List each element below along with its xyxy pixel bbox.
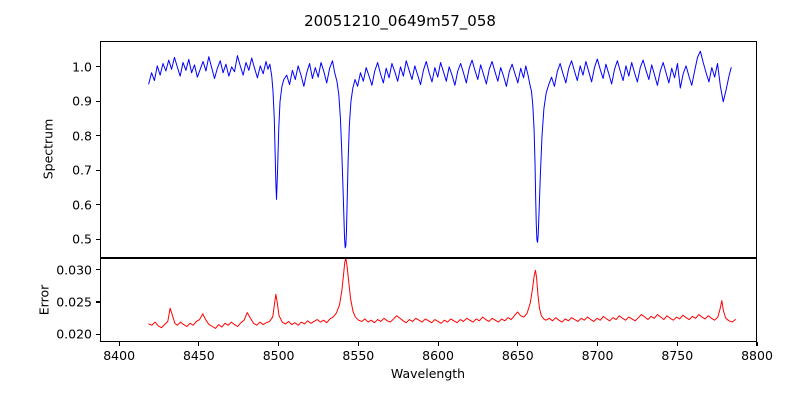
spectrum-y-tick-label: 0.5	[72, 231, 92, 247]
x-tick-mark	[596, 342, 599, 346]
spectrum-y-tick-label: 0.6	[72, 197, 92, 213]
x-tick-label: 8600	[422, 348, 454, 363]
error-panel	[100, 258, 757, 342]
x-tick-label: 8400	[103, 348, 136, 363]
x-tick-mark	[357, 342, 359, 346]
x-tick-mark	[437, 342, 439, 346]
error-y-tick-mark	[96, 269, 100, 271]
spectrum-y-tick-label: 0.7	[72, 162, 92, 178]
spectrum-plot-area	[148, 50, 732, 249]
spectrum-panel	[100, 41, 757, 258]
x-tick-label: 8750	[661, 348, 694, 363]
spectrum-y-tick-mark	[96, 238, 100, 240]
error-data-line	[148, 259, 736, 329]
error-y-tick-mark	[96, 301, 100, 303]
x-tick-label: 8700	[581, 348, 614, 363]
error-y-tick-label: 0.020	[56, 326, 92, 342]
x-tick-label: 8450	[182, 348, 215, 363]
error-y-tick-label: 0.025	[56, 294, 92, 310]
spectrum-data-line	[148, 50, 732, 249]
spectrum-y-tick-mark	[96, 169, 100, 171]
x-tick-mark	[118, 342, 120, 346]
error-y-tick-label: 0.030	[56, 262, 92, 278]
spectrum-y-tick-mark	[96, 100, 100, 102]
spectrum-y-tick-mark	[96, 66, 100, 68]
wavelength-axis-label: Wavelength	[390, 366, 466, 381]
x-tick-label: 8650	[501, 348, 534, 363]
x-tick-mark	[676, 342, 678, 346]
spectrum-y-tick-mark	[96, 204, 100, 206]
x-tick-mark	[278, 342, 280, 346]
x-tick-mark	[198, 342, 200, 346]
error-y-tick-mark	[96, 333, 100, 335]
spectrum-y-tick-label: 1.0	[72, 59, 92, 75]
plot-title: 20051210_0649m57_058	[304, 12, 496, 30]
x-tick-label: 8800	[741, 348, 773, 363]
spectrum-y-tick-mark	[96, 135, 100, 137]
spectrum-y-tick-label: 0.8	[72, 128, 92, 144]
x-tick-label: 8500	[262, 348, 295, 363]
error-plot-area	[148, 259, 736, 329]
spectrum-y-tick-label: 0.9	[72, 93, 92, 109]
x-tick-mark	[517, 342, 519, 346]
x-tick-mark	[756, 342, 758, 346]
x-tick-label: 8550	[342, 348, 375, 363]
